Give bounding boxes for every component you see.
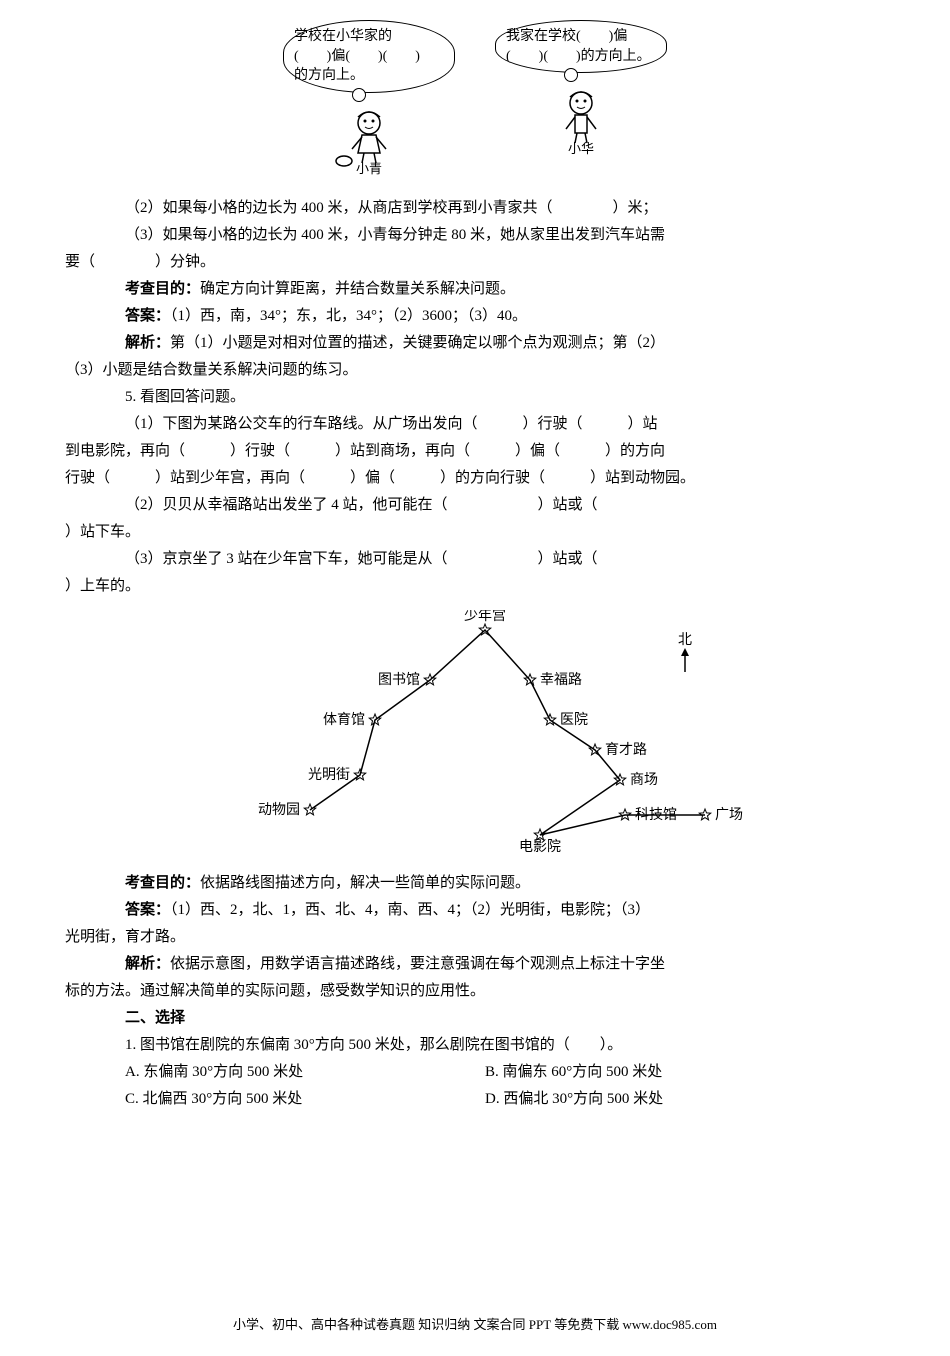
q5-1c: 行驶（ ）站到少年宫，再向（ ）偏（ ）的方向行驶（ ）站到动物园。 xyxy=(65,465,885,492)
mc1d: D. 西偏北 30°方向 500 米处 xyxy=(485,1086,663,1113)
bubble-left-line1: 学校在小华家的 xyxy=(294,29,392,44)
mc1a: A. 东偏南 30°方向 500 米处 xyxy=(125,1059,485,1086)
svg-text:商场: 商场 xyxy=(630,772,658,788)
mc1b: B. 南偏东 60°方向 500 米处 xyxy=(485,1059,662,1086)
bubble-right-line2: ( )( )的方向上。 xyxy=(506,49,651,64)
svg-text:科技馆: 科技馆 xyxy=(635,807,677,823)
kcmd2-label: 考查目的： xyxy=(125,875,200,891)
ans2-label: 答案： xyxy=(125,902,170,918)
xiaohua-label: 小华 xyxy=(568,141,594,155)
bubble-right-line1: 我家在学校( )偏 xyxy=(506,29,627,44)
q5-1a: （1）下图为某路公交车的行车路线。从广场出发向（ ）行驶（ ）站 xyxy=(65,411,885,438)
xiaoqing-label: 小青 xyxy=(356,161,382,175)
jx1-text2: （3）小题是结合数量关系解决问题的练习。 xyxy=(65,357,885,384)
svg-text:育才路: 育才路 xyxy=(605,742,647,758)
jx2-text2: 标的方法。通过解决简单的实际问题，感受数学知识的应用性。 xyxy=(65,978,885,1005)
svg-text:广场: 广场 xyxy=(715,807,743,823)
q5-3b: ）上车的。 xyxy=(65,573,885,600)
p-ans1: 答案：（1）西，南，34°；东，北，34°；（2）3600；（3）40。 xyxy=(65,303,885,330)
jx1-label: 解析： xyxy=(125,335,170,351)
mc1-row1: A. 东偏南 30°方向 500 米处 B. 南偏东 60°方向 500 米处 xyxy=(125,1059,885,1086)
p-kcmd1: 考查目的：确定方向计算距离，并结合数量关系解决问题。 xyxy=(65,276,885,303)
bubble-left-line3: 的方向上。 xyxy=(294,68,364,83)
jx1-text: 第（1）小题是对相对位置的描述，关键要确定以哪个点为观测点；第（2） xyxy=(170,335,665,351)
q5-1b: 到电影院，再向（ ）行驶（ ）站到商场，再向（ ）偏（ ）的方向 xyxy=(65,438,885,465)
ans2-text2: 光明街，育才路。 xyxy=(65,924,885,951)
svg-text:图书馆: 图书馆 xyxy=(378,672,420,688)
section2: 二、选择 xyxy=(65,1005,885,1032)
svg-text:幸福路: 幸福路 xyxy=(540,672,582,688)
ans2-text: （1）西、2，北、1，西、北、4，南、西、4；（2）光明街，电影院；（3） xyxy=(170,902,650,918)
q5-2b: ）站下车。 xyxy=(65,519,885,546)
xiaohua-bubble: 我家在学校( )偏 ( )( )的方向上。 xyxy=(495,20,667,73)
p-kcmd2: 考查目的：依据路线图描述方向，解决一些简单的实际问题。 xyxy=(65,870,885,897)
q5-2a: （2）贝贝从幸福路站出发坐了 4 站，他可能在（ ）站或（ xyxy=(65,492,885,519)
svg-text:光明街: 光明街 xyxy=(308,767,350,783)
q2: （2）如果每小格的边长为 400 米，从商店到学校再到小青家共（ ）米； xyxy=(65,195,885,222)
q5-3a: （3）京京坐了 3 站在少年宫下车，她可能是从（ ）站或（ xyxy=(65,546,885,573)
bus-route-diagram: 少年宫图书馆 幸福路体育馆 医院育才路光明街 商场动物园 科技馆 广场电影院 北 xyxy=(195,610,755,860)
xiaohua-figure: 小华 xyxy=(546,85,616,155)
mc1-row2: C. 北偏西 30°方向 500 米处 D. 西偏北 30°方向 500 米处 xyxy=(125,1086,885,1113)
p-ans2: 答案：（1）西、2，北、1，西、北、4，南、西、4；（2）光明街，电影院；（3） xyxy=(65,897,885,924)
speech-bubble-row: 学校在小华家的 ( )偏( )( ) 的方向上。 小青 我家在学校( )偏 ( … xyxy=(65,20,885,175)
jx2-text: 依据示意图，用数学语言描述路线，要注意强调在每个观测点上标注十字坐 xyxy=(170,956,665,972)
p-jx1: 解析：第（1）小题是对相对位置的描述，关键要确定以哪个点为观测点；第（2） xyxy=(65,330,885,357)
q3a: （3）如果每小格的边长为 400 米，小青每分钟走 80 米，她从家里出发到汽车… xyxy=(65,222,885,249)
xiaoqing-figure: 小青 xyxy=(334,105,404,175)
svg-text:少年宫: 少年宫 xyxy=(464,610,506,624)
kcmd1-text: 确定方向计算距离，并结合数量关系解决问题。 xyxy=(200,281,515,297)
svg-text:医院: 医院 xyxy=(560,712,588,728)
p-jx2: 解析：依据示意图，用数学语言描述路线，要注意强调在每个观测点上标注十字坐 xyxy=(65,951,885,978)
kcmd2-text: 依据路线图描述方向，解决一些简单的实际问题。 xyxy=(200,875,530,891)
ans1-label: 答案： xyxy=(125,308,170,324)
q5-title: 5. 看图回答问题。 xyxy=(65,384,885,411)
mc1: 1. 图书馆在剧院的东偏南 30°方向 500 米处，那么剧院在图书馆的（ ）。 xyxy=(65,1032,885,1059)
svg-text:电影院: 电影院 xyxy=(519,839,561,855)
q3b: 要（ ）分钟。 xyxy=(65,249,885,276)
mc1c: C. 北偏西 30°方向 500 米处 xyxy=(125,1086,485,1113)
bubble-left-line2: ( )偏( )( ) xyxy=(294,49,420,64)
svg-text:动物园: 动物园 xyxy=(258,802,300,818)
svg-text:体育馆: 体育馆 xyxy=(323,712,365,728)
xiaoqing-bubble: 学校在小华家的 ( )偏( )( ) 的方向上。 xyxy=(283,20,455,93)
xiaoqing-group: 学校在小华家的 ( )偏( )( ) 的方向上。 小青 xyxy=(283,20,455,175)
kcmd1-label: 考查目的： xyxy=(125,281,200,297)
svg-text:北: 北 xyxy=(678,632,692,648)
jx2-label: 解析： xyxy=(125,956,170,972)
xiaohua-group: 我家在学校( )偏 ( )( )的方向上。 小华 xyxy=(495,20,667,175)
ans1-text: （1）西，南，34°；东，北，34°；（2）3600；（3）40。 xyxy=(170,308,527,324)
footer: 小学、初中、高中各种试卷真题 知识归纳 文案合同 PPT 等免费下载 www.d… xyxy=(65,1313,885,1336)
